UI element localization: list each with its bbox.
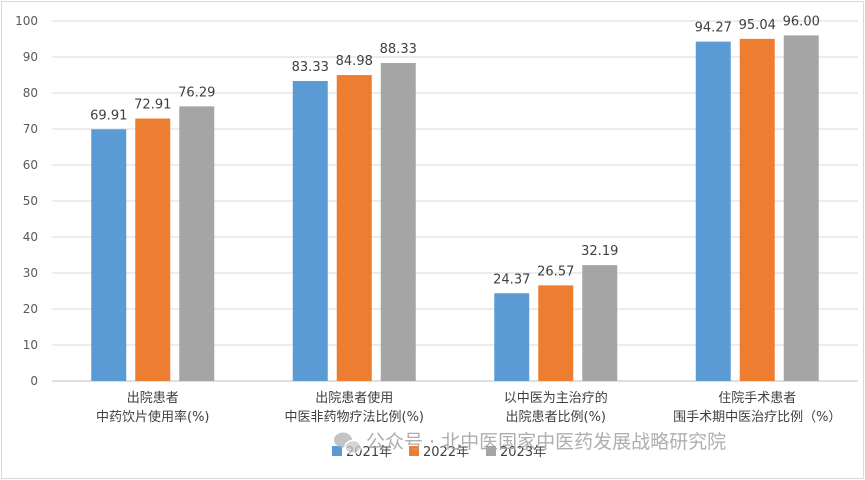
bar-1-2 — [292, 81, 328, 382]
wechat-icon — [334, 432, 362, 455]
bar-3-3 — [582, 265, 618, 381]
bar-1-4 — [695, 41, 731, 382]
data-label-2-4: 95.04 — [739, 18, 776, 33]
data-label-1-2: 83.33 — [292, 60, 329, 75]
category-label-1-line-1: 出院患者 — [127, 391, 179, 406]
y-tick-label-10: 10 — [23, 338, 38, 352]
y-tick-label-90: 90 — [23, 50, 38, 64]
bar-2-4 — [739, 38, 775, 382]
y-tick-label-20: 20 — [23, 302, 38, 316]
bar-1-1 — [91, 129, 127, 381]
category-label-2-line-1: 出院患者使用 — [315, 390, 393, 406]
bar-1-3 — [494, 293, 530, 381]
y-tick-label-0: 0 — [30, 374, 38, 388]
legend-swatch-3 — [486, 446, 496, 456]
data-label-2-1: 72.91 — [134, 98, 171, 113]
y-tick-label-60: 60 — [23, 158, 38, 172]
data-label-2-3: 26.57 — [537, 264, 574, 279]
data-label-1-1: 69.91 — [90, 108, 127, 123]
bar-3-2 — [380, 63, 416, 382]
category-label-1-line-2: 中药饮片使用率(%) — [96, 409, 210, 425]
bar-2-3 — [538, 285, 574, 381]
category-label-3-line-2: 出院患者比例(%) — [506, 410, 607, 425]
legend-swatch-2 — [409, 446, 419, 456]
data-label-3-1: 76.29 — [178, 85, 215, 100]
category-label-4-line-1: 住院手术患者 — [718, 391, 796, 406]
data-label-3-4: 96.00 — [783, 14, 820, 29]
bar-3-4 — [783, 35, 819, 382]
legend-label-3: 2023年 — [500, 445, 546, 460]
y-tick-label-50: 50 — [23, 194, 38, 208]
y-tick-label-100: 100 — [15, 14, 38, 28]
y-tick-label-30: 30 — [23, 266, 38, 280]
category-label-2-line-2: 中医非药物疗法比例(%) — [285, 410, 425, 425]
data-label-3-2: 88.33 — [380, 42, 417, 57]
data-label-3-3: 32.19 — [581, 244, 618, 259]
bar-2-2 — [336, 75, 372, 382]
y-tick-label-70: 70 — [23, 122, 38, 136]
y-tick-label-80: 80 — [23, 86, 38, 100]
data-label-2-2: 84.98 — [336, 54, 373, 69]
bar-3-1 — [179, 106, 215, 381]
data-label-1-3: 24.37 — [493, 272, 530, 287]
y-tick-label-40: 40 — [23, 230, 38, 244]
legend-label-2: 2022年 — [423, 445, 469, 460]
bar-2-1 — [135, 118, 171, 382]
category-label-4-line-2: 围手术期中医治疗比例（%） — [673, 410, 841, 425]
category-label-3-line-1: 以中医为主治疗的 — [504, 390, 608, 406]
watermark-text: 公众号 · 北中医国家中医药发展战略研究院 — [366, 431, 726, 453]
legend-swatch-1 — [332, 446, 342, 456]
data-label-1-4: 94.27 — [695, 21, 732, 36]
